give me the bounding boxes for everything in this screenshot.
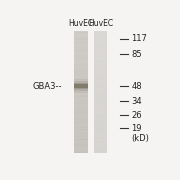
Bar	[75, 31, 88, 153]
Bar	[75, 84, 88, 88]
Text: HuvEC: HuvEC	[69, 19, 94, 28]
Bar	[94, 31, 107, 153]
Text: GBA3--: GBA3--	[32, 82, 62, 91]
Text: 48: 48	[131, 82, 142, 91]
Text: (kD): (kD)	[131, 134, 149, 143]
Text: 19: 19	[131, 124, 142, 133]
Text: 34: 34	[131, 97, 142, 106]
Text: 26: 26	[131, 111, 142, 120]
Text: 85: 85	[131, 50, 142, 59]
Bar	[75, 83, 88, 89]
Text: HuvEC: HuvEC	[88, 19, 113, 28]
Text: 117: 117	[131, 34, 147, 43]
Bar	[75, 79, 88, 93]
Bar	[75, 81, 88, 91]
